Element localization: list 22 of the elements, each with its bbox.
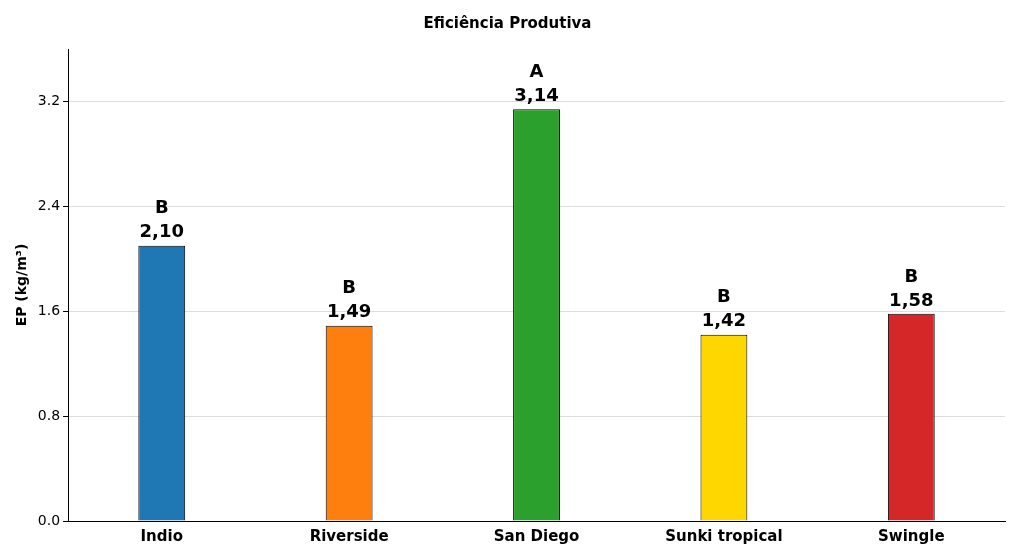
annotation: B xyxy=(717,285,731,307)
y-tick-label: 1.6 xyxy=(37,301,61,318)
annotation: B xyxy=(154,196,169,218)
x-tick-label: Swingle xyxy=(878,526,945,545)
data-label: 1,49 xyxy=(326,300,372,322)
chart-title: Eficiência Produtiva xyxy=(423,13,592,32)
annotation: A xyxy=(529,59,544,81)
y-tick-label: 0.0 xyxy=(37,511,61,528)
y-axis-title: EP (kg/m³) xyxy=(13,243,30,327)
data-label: 2,10 xyxy=(139,220,184,242)
x-tick-label: Sunki tropical xyxy=(665,526,783,545)
annotation: B xyxy=(342,276,357,298)
data-label: 1,58 xyxy=(889,288,934,310)
data-label: 3,14 xyxy=(514,83,559,105)
y-tick-label: 0.8 xyxy=(37,406,61,423)
y-tick-label: 3.2 xyxy=(37,92,61,109)
data-label: 1,42 xyxy=(701,309,747,331)
x-tick-label: Indio xyxy=(140,526,183,545)
x-tick-label: Riverside xyxy=(309,526,389,545)
annotation: B xyxy=(904,264,919,286)
x-tick-label: San Diego xyxy=(493,526,580,545)
y-tick-label: 2.4 xyxy=(37,196,61,213)
